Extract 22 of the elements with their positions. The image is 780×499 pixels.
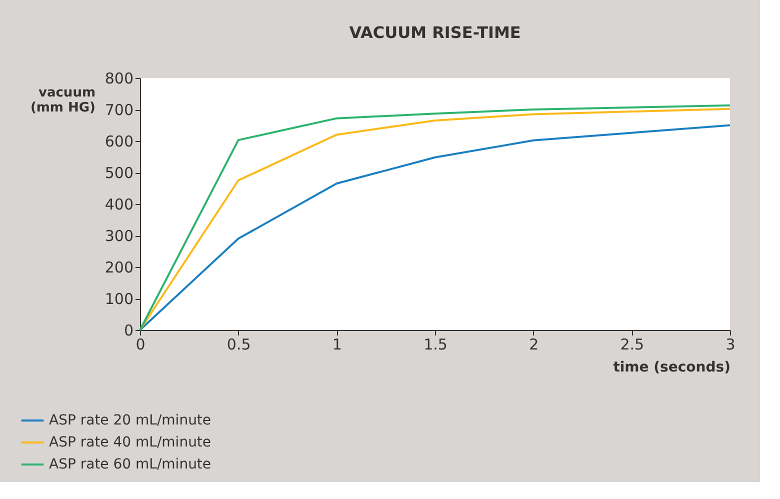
x-tick-label: 0.5 (226, 336, 251, 354)
y-tick-label: 300 (104, 227, 134, 245)
y-tick-label: 500 (104, 164, 134, 182)
chart-title: VACUUM RISE-TIME (349, 23, 521, 42)
x-tick-label: 1.5 (424, 336, 448, 354)
y-tick-label: 400 (104, 196, 134, 214)
y-tick-label: 600 (104, 132, 134, 150)
y-tick-label: 800 (104, 70, 134, 88)
x-tick-label: 2 (529, 336, 539, 354)
x-tick-label: 2.5 (620, 336, 644, 354)
y-tick-label: 0 (124, 322, 134, 340)
y-axis-title: vacuum (mm HG) (30, 86, 96, 116)
legend-label: ASP rate 40 mL/minute (49, 434, 212, 450)
legend-label: ASP rate 60 mL/minute (49, 456, 212, 472)
x-axis-title: time (seconds) (613, 360, 730, 376)
x-tick-label: 1 (332, 336, 342, 354)
x-tick-label: 0 (136, 336, 146, 354)
y-tick-label: 200 (104, 258, 134, 276)
x-tick-label: 3 (726, 336, 736, 354)
y-tick-label: 100 (104, 290, 134, 308)
y-tick-label: 700 (104, 101, 134, 119)
legend-label: ASP rate 20 mL/minute (49, 412, 212, 428)
